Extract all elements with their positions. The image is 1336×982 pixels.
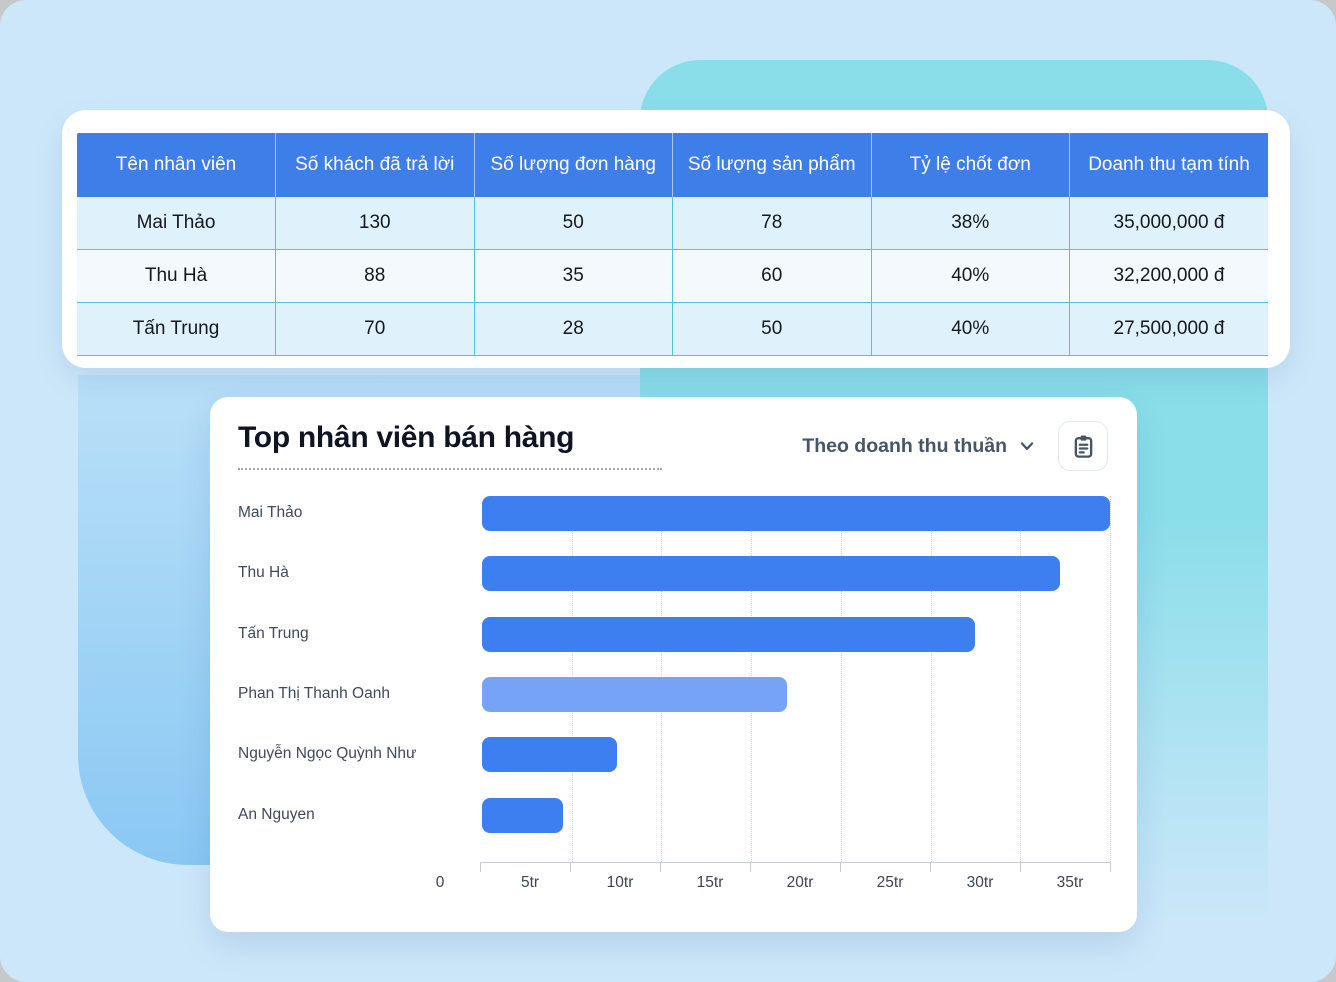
bar-label: Thu Hà bbox=[238, 564, 289, 582]
bar[interactable] bbox=[482, 737, 617, 773]
table-cell: 88 bbox=[275, 249, 475, 303]
table-cell: 38% bbox=[871, 197, 1070, 250]
column-header: Số lượng đơn hàng bbox=[474, 133, 673, 197]
sales-summary-table: Tên nhân viên Số khách đã trả lời Số lượng… bbox=[77, 133, 1268, 356]
x-axis-tick bbox=[1110, 863, 1111, 872]
gridline bbox=[1110, 496, 1111, 862]
bar-label: An Nguyen bbox=[238, 805, 315, 823]
x-axis-tick bbox=[930, 863, 931, 872]
table-cell: Thu Hà bbox=[77, 249, 276, 303]
bar[interactable] bbox=[482, 676, 788, 712]
bar-label: Phan Thị Thanh Oanh bbox=[238, 684, 390, 702]
metric-dropdown[interactable]: Theo doanh thu thuần bbox=[802, 425, 1037, 467]
table-cell: 70 bbox=[275, 302, 475, 356]
x-tick-label: 15tr bbox=[696, 874, 724, 891]
x-axis-tick bbox=[840, 863, 841, 872]
bar-label: Nguyễn Ngọc Quỳnh Như bbox=[238, 745, 417, 763]
x-axis-line bbox=[480, 862, 1111, 863]
table-cell: Mai Thảo bbox=[77, 197, 276, 250]
clipboard-icon bbox=[1070, 433, 1097, 460]
x-tick-label: 25tr bbox=[876, 874, 904, 891]
table-header: Tên nhân viên Số khách đã trả lời Số lượng… bbox=[77, 133, 1268, 197]
x-tick-label: 5tr bbox=[520, 874, 540, 891]
bar-label: Mai Thảo bbox=[238, 504, 303, 521]
table-cell: 50 bbox=[474, 197, 673, 250]
x-tick-label: 10tr bbox=[606, 874, 634, 891]
gridline bbox=[1020, 496, 1022, 862]
table-cell: 35 bbox=[474, 249, 673, 303]
table-cell: 28 bbox=[474, 302, 673, 356]
table-row: Tấn Trung 70 28 50 40% 27,500,000 đ bbox=[77, 302, 1268, 356]
gridline bbox=[840, 496, 842, 862]
x-axis-tick bbox=[1020, 863, 1021, 872]
bar[interactable] bbox=[482, 496, 1110, 531]
table-cell: 78 bbox=[672, 197, 872, 250]
gridline bbox=[930, 496, 932, 862]
column-header: Số khách đã trả lời bbox=[275, 133, 475, 197]
title-dotted-underline bbox=[238, 468, 662, 470]
column-header: Số lượng sản phẩm bbox=[672, 133, 872, 197]
bar-label: Tấn Trung bbox=[238, 624, 309, 642]
copy-report-button[interactable] bbox=[1058, 421, 1108, 471]
table-row: Thu Hà 88 35 60 40% 32,200,000 đ bbox=[77, 249, 1268, 303]
column-header: Tên nhân viên bbox=[77, 133, 276, 197]
table-cell: 130 bbox=[275, 197, 475, 250]
top-sellers-chart-card: Top nhân viên bán hàng Theo doanh thu th… bbox=[210, 397, 1137, 932]
table-cell: 35,000,000 đ bbox=[1069, 197, 1268, 250]
x-axis-tick bbox=[570, 863, 571, 872]
table-cell: Tấn Trung bbox=[77, 302, 276, 356]
chart-title: Top nhân viên bán hàng bbox=[238, 421, 575, 454]
x-axis-tick bbox=[750, 863, 751, 872]
table-cell: 40% bbox=[871, 302, 1070, 356]
bar[interactable] bbox=[482, 797, 563, 833]
x-axis-tick bbox=[660, 863, 661, 872]
table-cell: 32,200,000 đ bbox=[1069, 249, 1268, 303]
x-tick-label: 0 bbox=[435, 874, 445, 891]
table-cell: 60 bbox=[672, 249, 872, 303]
x-tick-label: 20tr bbox=[786, 874, 814, 891]
chevron-down-icon bbox=[1017, 436, 1037, 456]
metric-dropdown-label: Theo doanh thu thuần bbox=[802, 434, 1007, 457]
table-cell: 40% bbox=[871, 249, 1070, 303]
bar[interactable] bbox=[482, 616, 976, 652]
table-row: Mai Thảo 130 50 78 38% 35,000,000 đ bbox=[77, 197, 1268, 250]
x-tick-label: 35tr bbox=[1056, 874, 1084, 891]
sales-summary-card: Tên nhân viên Số khách đã trả lời Số lượng… bbox=[62, 110, 1290, 368]
bar[interactable] bbox=[482, 556, 1060, 592]
x-axis-tick bbox=[480, 863, 481, 872]
column-header: Doanh thu tạm tính bbox=[1069, 133, 1268, 197]
table-cell: 27,500,000 đ bbox=[1069, 302, 1268, 356]
table-cell: 50 bbox=[672, 302, 872, 356]
column-header: Tỷ lệ chốt đơn bbox=[871, 133, 1070, 197]
x-tick-label: 30tr bbox=[966, 874, 994, 891]
